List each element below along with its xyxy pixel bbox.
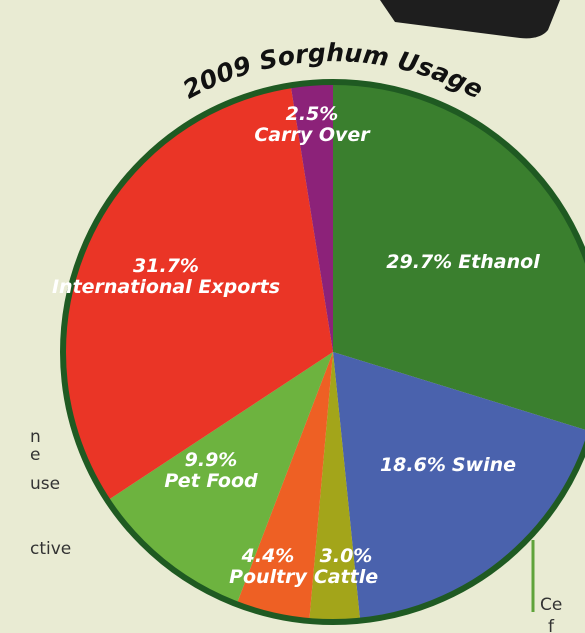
- side-text: e: [30, 445, 40, 465]
- side-text: use: [30, 474, 60, 494]
- slice-value-label: 31.7%: [133, 255, 199, 277]
- corner-text: Ce: [540, 595, 562, 615]
- decor-object: [380, 0, 560, 38]
- slice-category-label: Carry Over: [254, 124, 371, 146]
- slice-value-label: 2.5%: [286, 103, 339, 125]
- slice-value-label: 18.6%: [380, 454, 446, 476]
- side-text: n: [30, 427, 41, 447]
- slice-category-label: International Exports: [52, 276, 280, 298]
- slice-label: 3.0%Cattle: [314, 545, 378, 588]
- corner-text: f: [548, 617, 555, 633]
- side-text: ctive: [30, 539, 71, 559]
- slice-value-label: 3.0%: [320, 545, 373, 567]
- slice-value-label: 9.9%: [185, 449, 238, 471]
- slice-category-label: Poultry: [229, 566, 308, 588]
- slice-category-label: Cattle: [314, 566, 378, 588]
- slice-value-label: 29.7%: [386, 251, 452, 273]
- slice-label: 29.7% Ethanol: [386, 251, 540, 273]
- page: 2009 Sorghum Usage 29.7%Ethanol18.6%Swin…: [0, 0, 585, 633]
- slice-category-label: Ethanol: [458, 251, 540, 273]
- slice-category-label: Swine: [452, 454, 516, 476]
- slice-category-label: Pet Food: [164, 470, 258, 492]
- chart: 2009 Sorghum Usage 29.7%Ethanol18.6%Swin…: [0, 0, 585, 633]
- slice-value-label: 4.4%: [241, 545, 295, 567]
